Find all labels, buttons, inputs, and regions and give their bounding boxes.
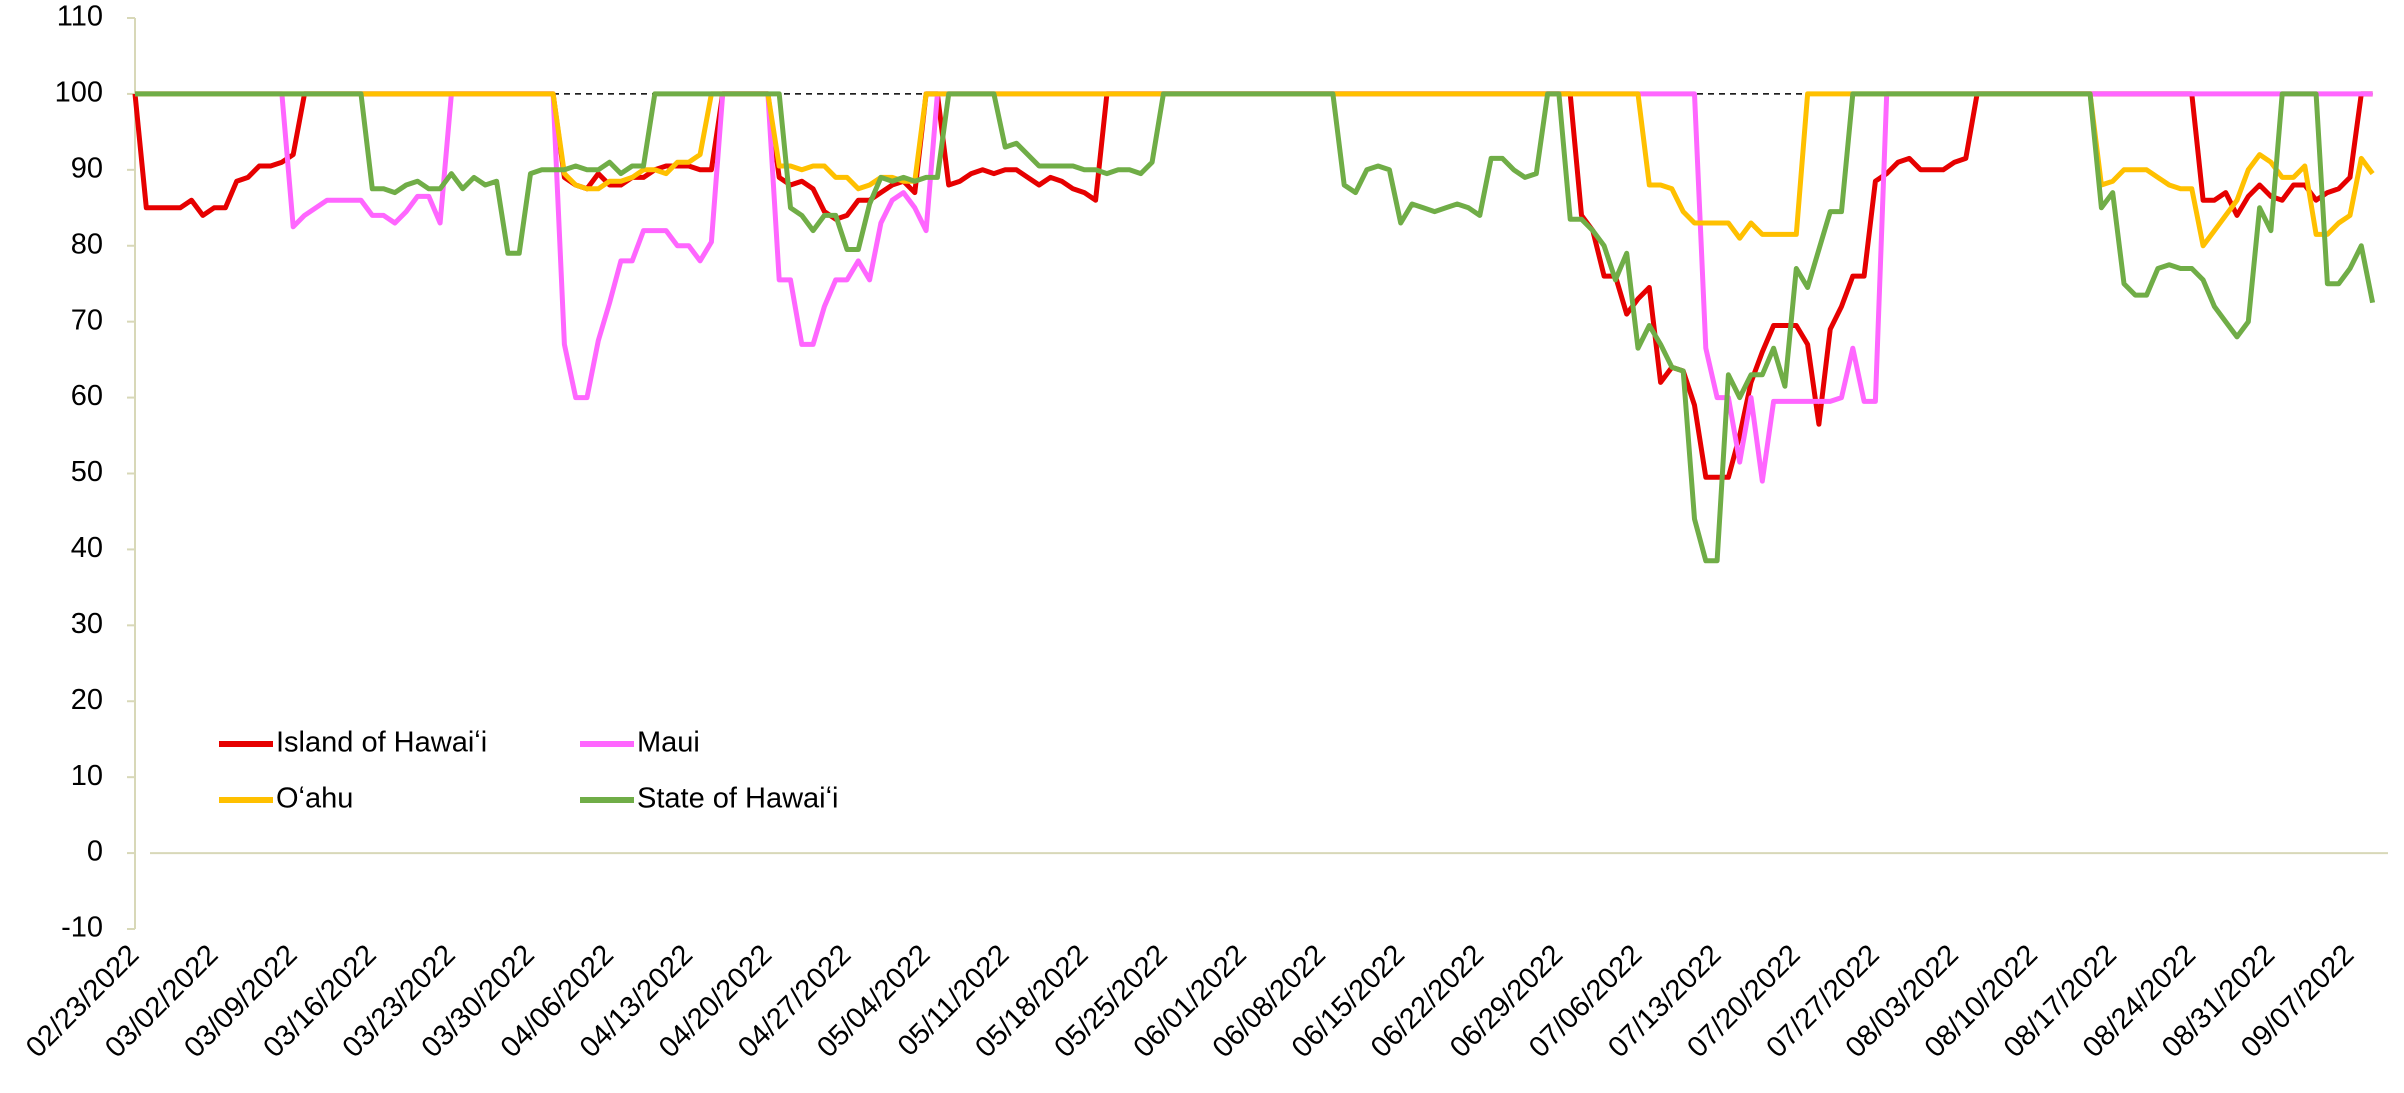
series-line [135, 91, 2376, 564]
legend-item: Maui [580, 727, 700, 759]
series-line [135, 91, 2373, 484]
y-tick-label: 10 [71, 760, 103, 792]
series-line [132, 91, 2373, 480]
y-tick-label: -10 [61, 912, 103, 944]
legend-item: State of Hawaiʻi [580, 783, 839, 815]
y-tick-label: 40 [71, 532, 103, 564]
y-tick-label: 60 [71, 380, 103, 412]
legend-item: Island of Hawaiʻi [219, 727, 487, 759]
y-tick-label: 30 [71, 608, 103, 640]
legend-label: Oʻahu [276, 783, 353, 815]
y-tick-label: 50 [71, 456, 103, 488]
legend-label: State of Hawaiʻi [637, 783, 839, 815]
y-tick-label: 0 [87, 836, 103, 868]
series-line [135, 91, 2375, 249]
y-tick-label: 90 [71, 152, 103, 184]
legend-label: Island of Hawaiʻi [276, 727, 487, 759]
y-tick-label: 80 [71, 228, 103, 260]
legend-label: Maui [637, 727, 700, 759]
y-tick-label: 100 [55, 77, 103, 109]
y-tick-label: 110 [57, 1, 103, 33]
y-tick-label: 20 [71, 684, 103, 716]
y-tick-label: 70 [71, 304, 103, 336]
legend-item: Oʻahu [219, 783, 353, 815]
